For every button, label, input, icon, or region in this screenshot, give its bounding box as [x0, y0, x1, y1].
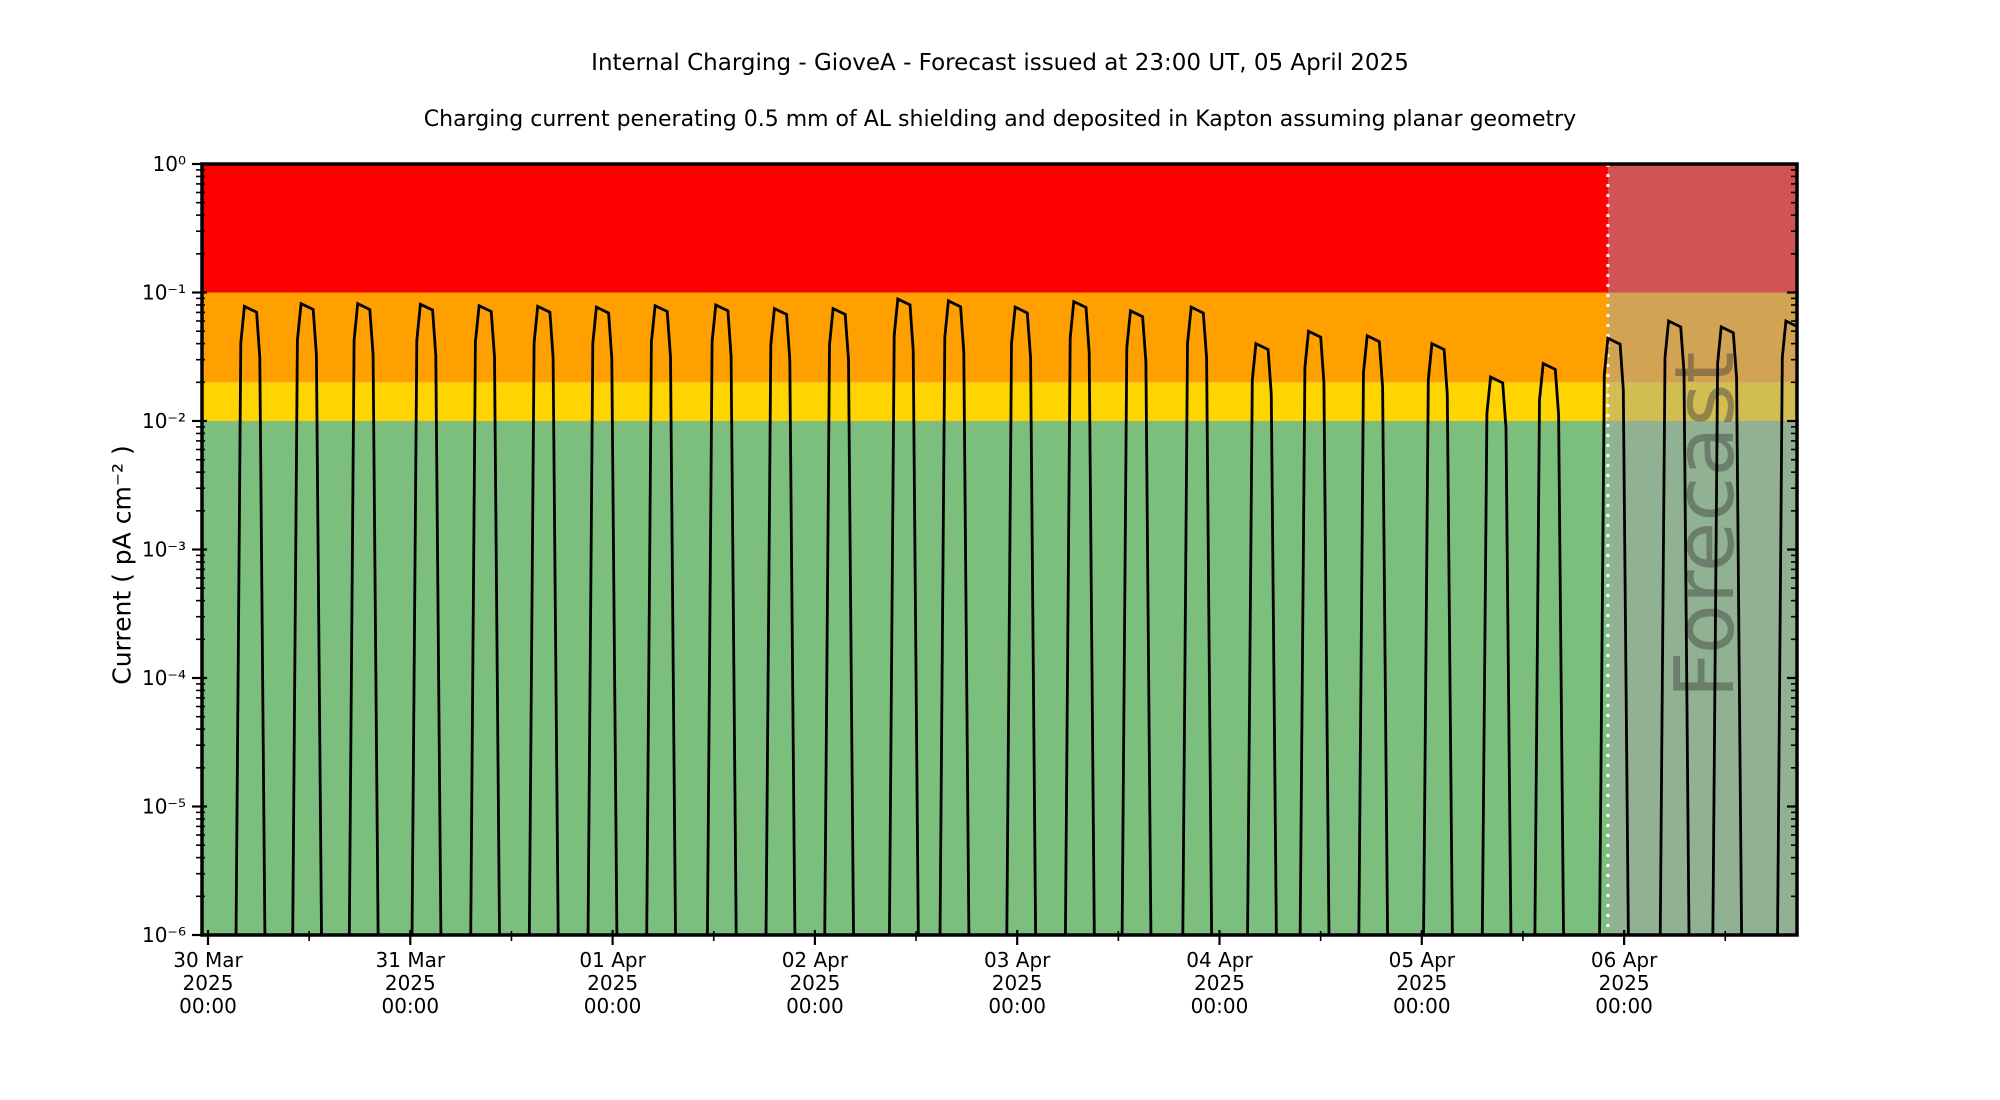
- y-tick-label: 10⁻¹: [142, 281, 186, 305]
- x-tick-label: 04 Apr 2025 00:00: [1186, 948, 1253, 1018]
- x-tick-label: 01 Apr 2025 00:00: [579, 948, 646, 1018]
- x-axis: 30 Mar 2025 00:00 31 Mar 2025 00:00 01 Apr 2025…: [173, 930, 1727, 1018]
- y-tick-label: 10⁰: [153, 152, 186, 176]
- x-tick-label: 05 Apr 2025 00:00: [1389, 948, 1456, 1018]
- y-tick-label: 10⁻²: [142, 409, 186, 433]
- current-series: [234, 296, 1797, 935]
- x-tick-label: 31 Mar 2025 00:00: [376, 948, 446, 1018]
- y-tick-label: 10⁻⁴: [142, 666, 186, 690]
- y-tick-label: 10⁻³: [142, 538, 186, 562]
- x-tick-label: 30 Mar 2025 00:00: [173, 948, 243, 1018]
- x-tick-label: 02 Apr 2025 00:00: [782, 948, 849, 1018]
- x-tick-label: 03 Apr 2025 00:00: [984, 948, 1051, 1018]
- threshold-bands: [202, 164, 1797, 935]
- y-axis: 10⁰ 10⁻¹ 10⁻² 10⁻³ 10⁻⁴ 10⁻⁵ 10⁻⁶: [142, 152, 1797, 947]
- band-orange: [202, 292, 1797, 383]
- chart-title: Internal Charging - GioveA - Forecast is…: [591, 50, 1409, 76]
- current-line: [234, 296, 1797, 935]
- chart-subtitle: Charging current penerating 0.5 mm of AL…: [423, 107, 1577, 132]
- x-tick-label: 06 Apr 2025 00:00: [1591, 948, 1658, 1018]
- y-tick-label: 10⁻⁵: [142, 795, 186, 819]
- band-yellow: [202, 382, 1797, 421]
- forecast-overlay: [1607, 164, 1797, 935]
- band-green: [202, 421, 1797, 935]
- y-tick-label: 10⁻⁶: [142, 923, 186, 947]
- band-red: [202, 164, 1797, 293]
